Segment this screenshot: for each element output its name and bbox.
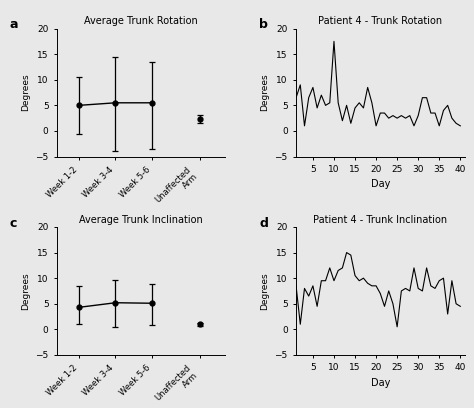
Y-axis label: Degrees: Degrees [21, 272, 30, 310]
X-axis label: Day: Day [371, 378, 390, 388]
Text: c: c [9, 217, 17, 230]
X-axis label: Day: Day [371, 180, 390, 189]
Text: d: d [259, 217, 268, 230]
Y-axis label: Degrees: Degrees [260, 272, 269, 310]
Title: Average Trunk Inclination: Average Trunk Inclination [79, 215, 203, 225]
Title: Average Trunk Rotation: Average Trunk Rotation [84, 16, 198, 27]
Title: Patient 4 - Trunk Inclination: Patient 4 - Trunk Inclination [313, 215, 447, 225]
Text: b: b [259, 18, 268, 31]
Title: Patient 4 - Trunk Rotation: Patient 4 - Trunk Rotation [318, 16, 442, 27]
Y-axis label: Degrees: Degrees [260, 74, 269, 111]
Y-axis label: Degrees: Degrees [21, 74, 30, 111]
Text: a: a [9, 18, 18, 31]
